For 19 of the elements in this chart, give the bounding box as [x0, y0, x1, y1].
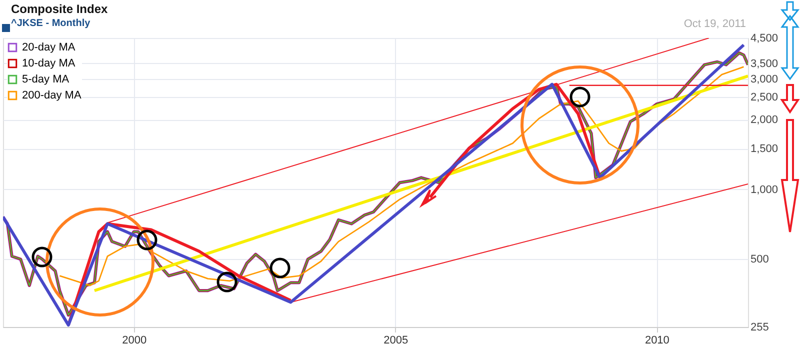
chart-subtitle: ^JKSE - Monthly — [11, 18, 91, 29]
y-tick-label: 3,500 — [750, 58, 778, 70]
y-tick-label: 500 — [750, 254, 769, 266]
y-tick-label: 2,500 — [750, 92, 778, 104]
x-tick-label: 2005 — [384, 334, 408, 346]
x-tick-label: 2000 — [122, 334, 147, 346]
chart-title: Composite Index — [11, 2, 108, 16]
legend-label: 10-day MA — [22, 58, 76, 70]
legend-label: 20-day MA — [22, 42, 76, 54]
y-tick-label: 2,000 — [750, 114, 778, 126]
y-tick-label: 1,000 — [750, 184, 778, 196]
y-tick-label: 4,500 — [750, 32, 778, 44]
y-tick-label: 3,000 — [750, 73, 778, 86]
y-tick-label: 1,500 — [750, 143, 778, 156]
legend-label: 200-day MA — [22, 90, 82, 102]
legend-label: 5-day MA — [22, 74, 70, 86]
y-tick-label: 255 — [750, 322, 769, 334]
x-tick-label: 2010 — [644, 334, 670, 346]
text: Oct 19, 2011 — [684, 18, 746, 30]
